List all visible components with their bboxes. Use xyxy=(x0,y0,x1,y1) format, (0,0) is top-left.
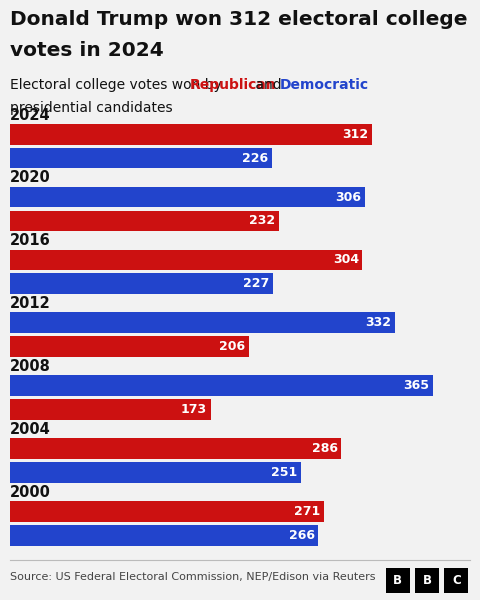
Text: 2024: 2024 xyxy=(10,107,50,122)
FancyBboxPatch shape xyxy=(444,568,468,593)
Bar xyxy=(10,187,365,208)
Bar xyxy=(10,313,395,333)
Text: votes in 2024: votes in 2024 xyxy=(10,41,164,60)
Bar xyxy=(10,148,272,169)
Text: 251: 251 xyxy=(271,466,298,479)
Bar xyxy=(10,274,273,294)
Bar xyxy=(10,124,372,145)
Text: Source: US Federal Electoral Commission, NEP/Edison via Reuters: Source: US Federal Electoral Commission,… xyxy=(10,572,375,582)
Bar xyxy=(10,250,362,270)
Text: B: B xyxy=(422,574,432,587)
Text: 271: 271 xyxy=(294,505,321,518)
FancyBboxPatch shape xyxy=(415,568,439,593)
Text: and: and xyxy=(251,78,286,92)
Text: 266: 266 xyxy=(289,529,315,542)
Text: 306: 306 xyxy=(335,191,361,203)
Text: 2020: 2020 xyxy=(10,170,51,185)
Text: 206: 206 xyxy=(219,340,245,353)
Text: 2008: 2008 xyxy=(10,359,51,374)
Bar xyxy=(10,375,433,396)
Text: 173: 173 xyxy=(181,403,207,416)
Text: Democratic: Democratic xyxy=(280,78,369,92)
Text: B: B xyxy=(393,574,402,587)
Bar xyxy=(10,438,341,459)
Text: C: C xyxy=(452,574,461,587)
Text: 2004: 2004 xyxy=(10,422,51,437)
Text: 226: 226 xyxy=(242,152,268,164)
Text: 232: 232 xyxy=(249,214,276,227)
Text: 2012: 2012 xyxy=(10,296,51,311)
Text: Republican: Republican xyxy=(190,78,276,92)
Text: presidential candidates: presidential candidates xyxy=(10,101,173,115)
Text: 227: 227 xyxy=(243,277,270,290)
Text: 2016: 2016 xyxy=(10,233,51,248)
Text: 304: 304 xyxy=(333,253,359,266)
Bar xyxy=(10,462,301,483)
FancyBboxPatch shape xyxy=(386,568,410,593)
Text: 286: 286 xyxy=(312,442,338,455)
Text: 2000: 2000 xyxy=(10,485,51,500)
Text: Donald Trump won 312 electoral college: Donald Trump won 312 electoral college xyxy=(10,10,468,29)
Bar xyxy=(10,399,211,420)
Bar xyxy=(10,525,318,545)
Bar xyxy=(10,501,324,521)
Text: Electoral college votes won by: Electoral college votes won by xyxy=(10,78,226,92)
Bar xyxy=(10,336,249,357)
Text: 365: 365 xyxy=(404,379,430,392)
Text: 332: 332 xyxy=(365,316,391,329)
Text: 312: 312 xyxy=(342,128,368,140)
Bar xyxy=(10,211,279,231)
